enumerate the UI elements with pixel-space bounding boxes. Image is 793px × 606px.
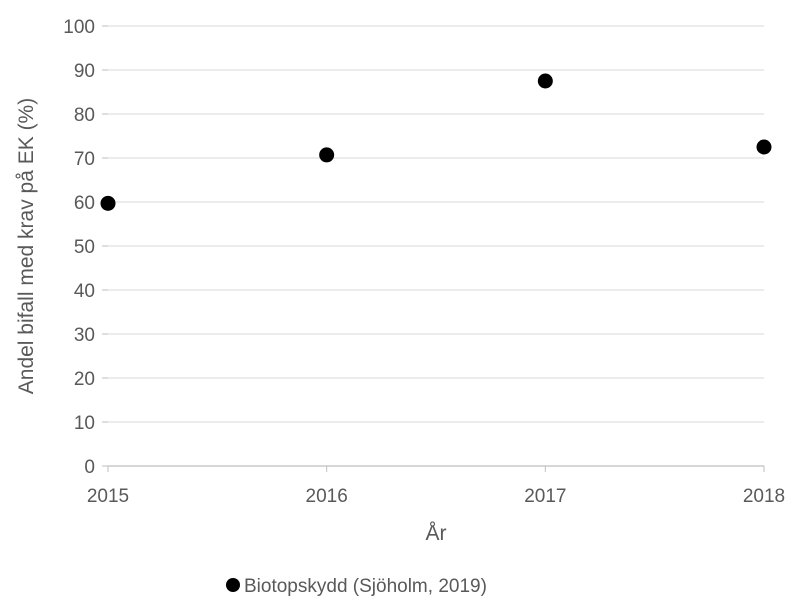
y-tick-label: 80 (74, 105, 95, 126)
y-tick-label: 90 (74, 61, 95, 82)
y-tick-label: 40 (74, 281, 95, 302)
data-point (537, 73, 553, 89)
x-axis-ticks: 2015 2016 2017 2018 (87, 466, 785, 507)
x-tick-label: 2018 (743, 486, 785, 507)
y-tick-label: 70 (74, 149, 95, 170)
y-tick-label: 20 (74, 369, 95, 390)
y-axis-ticks: 0 10 20 30 40 50 60 70 80 90 100 (63, 17, 108, 478)
gridlines (108, 25, 764, 423)
x-tick-label: 2016 (306, 486, 348, 507)
x-tick-label: 2015 (87, 486, 129, 507)
y-tick-label: 0 (84, 457, 95, 478)
y-tick-label: 100 (63, 17, 95, 38)
data-point (100, 195, 116, 211)
data-point (319, 147, 335, 163)
legend-label: Biotopskydd (Sjöholm, 2019) (244, 576, 487, 597)
y-tick-label: 50 (74, 237, 95, 258)
legend-marker (226, 578, 240, 592)
y-axis-title: Andel bifall med krav på EK (%) (15, 98, 38, 394)
x-axis-title: År (426, 522, 447, 545)
data-point (756, 139, 772, 155)
y-tick-label: 60 (74, 193, 95, 214)
y-tick-label: 10 (74, 413, 95, 434)
x-tick-label: 2017 (524, 486, 566, 507)
y-tick-label: 30 (74, 325, 95, 346)
data-points (100, 73, 772, 211)
legend: Biotopskydd (Sjöholm, 2019) (226, 576, 487, 597)
